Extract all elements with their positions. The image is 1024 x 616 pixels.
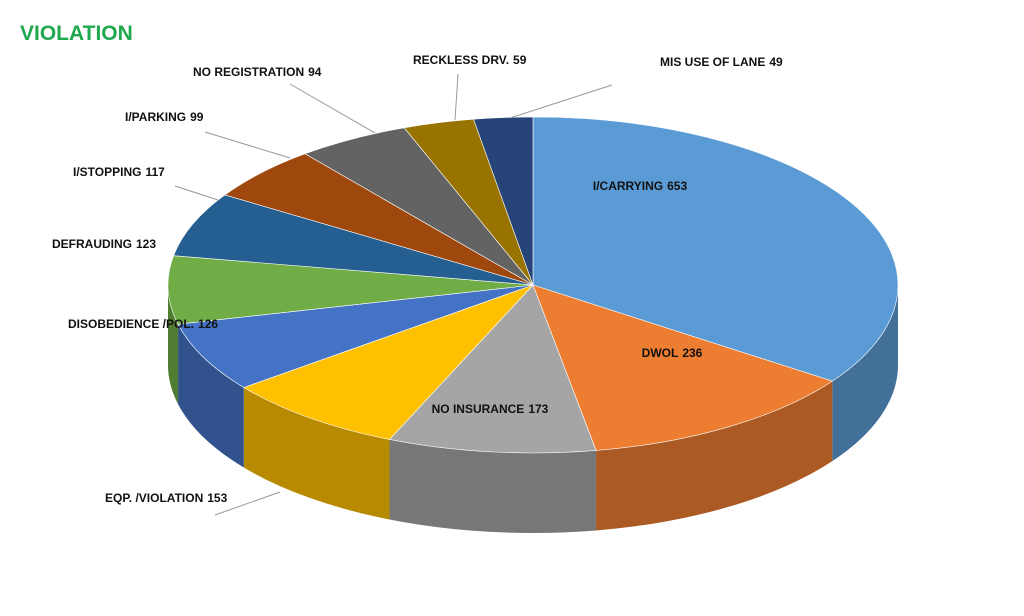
data-label: DISOBEDIENCE /POL. 126 xyxy=(68,317,218,331)
label-value: 126 xyxy=(198,317,218,331)
leader-line xyxy=(509,84,613,119)
pie-sides xyxy=(168,285,898,533)
slice-side xyxy=(596,381,833,531)
label-value: 49 xyxy=(769,55,783,69)
label-value: 153 xyxy=(207,491,227,505)
slice xyxy=(473,116,534,286)
data-labels: I/CARRYING 653 DWOL 236 NO INSURANCE 173 EQP. … xyxy=(52,53,783,516)
slice-side xyxy=(389,439,597,533)
label-name: MIS USE OF LANE xyxy=(660,55,765,69)
slice xyxy=(532,116,899,382)
label-name: DWOL xyxy=(642,346,679,360)
slice-side xyxy=(832,285,898,462)
slice-side xyxy=(168,285,179,405)
slice xyxy=(243,284,534,440)
pie-tops xyxy=(167,116,899,454)
label-value: 94 xyxy=(308,65,322,79)
label-name: I/STOPPING xyxy=(73,165,141,179)
slice-side xyxy=(178,324,244,468)
label-name: DISOBEDIENCE /POL. xyxy=(68,317,194,331)
label-name: DEFRAUDING xyxy=(52,237,132,251)
label-value: 123 xyxy=(136,237,156,251)
leader-line xyxy=(214,491,281,516)
leader-line xyxy=(454,73,459,121)
data-label: I/PARKING 99 xyxy=(125,110,204,124)
data-label: I/CARRYING 653 xyxy=(593,179,688,193)
label-name: RECKLESS DRV. xyxy=(413,53,509,67)
label-value: 59 xyxy=(513,53,527,67)
data-label: I/STOPPING 117 xyxy=(73,165,165,179)
data-label: DEFRAUDING 123 xyxy=(52,237,156,251)
chart-title: VIOLATION xyxy=(20,22,133,45)
label-name: I/PARKING xyxy=(125,110,186,124)
label-name: EQP. /VIOLATION xyxy=(105,491,203,505)
slice xyxy=(177,284,534,388)
label-name: NO REGISTRATION xyxy=(193,65,304,79)
label-value: 117 xyxy=(145,165,165,179)
data-label: RECKLESS DRV. 59 xyxy=(413,53,527,67)
leader-line xyxy=(174,185,219,201)
data-label: NO INSURANCE 173 xyxy=(432,402,549,416)
slice-side xyxy=(243,387,390,520)
slice xyxy=(173,194,534,286)
leader-line xyxy=(289,83,376,134)
slice xyxy=(532,284,834,451)
slice xyxy=(388,284,597,454)
slice xyxy=(167,255,534,325)
leader-line xyxy=(204,131,291,159)
data-label: NO REGISTRATION 94 xyxy=(193,65,322,79)
label-value: 99 xyxy=(190,110,204,124)
data-label: DWOL 236 xyxy=(642,346,703,360)
data-label: MIS USE OF LANE 49 xyxy=(660,55,783,69)
label-value: 236 xyxy=(682,346,702,360)
label-name: I/CARRYING xyxy=(593,179,663,193)
label-value: 653 xyxy=(667,179,687,193)
label-name: NO INSURANCE xyxy=(432,402,525,416)
data-label: EQP. /VIOLATION 153 xyxy=(105,491,228,505)
label-value: 173 xyxy=(528,402,548,416)
